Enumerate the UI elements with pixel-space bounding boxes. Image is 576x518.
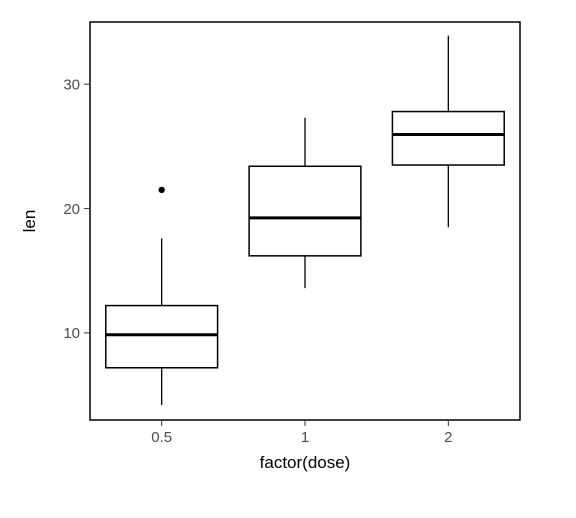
y-tick-label: 30 (63, 76, 80, 93)
box-rect (392, 112, 504, 165)
boxplot-series (106, 36, 504, 405)
boxplot-box (106, 187, 218, 405)
x-tick-label: 0.5 (151, 429, 172, 446)
x-axis: 0.5 1 2 (151, 420, 452, 446)
x-axis-title: factor(dose) (260, 453, 351, 472)
boxplot-box (392, 36, 504, 228)
y-axis-title: len (20, 210, 39, 233)
x-tick-label: 1 (301, 429, 309, 446)
y-axis: 10 20 30 (63, 76, 90, 342)
boxplot-box (249, 118, 361, 288)
box-rect (249, 166, 361, 256)
outlier-point (158, 187, 164, 193)
y-tick-label: 20 (63, 201, 80, 218)
box-rect (106, 306, 218, 368)
y-tick-label: 10 (63, 325, 80, 342)
chart-svg: 10 20 30 0.5 1 2 len factor(dose) (0, 0, 576, 518)
x-tick-label: 2 (444, 429, 452, 446)
boxplot-chart: 10 20 30 0.5 1 2 len factor(dose) (0, 0, 576, 518)
